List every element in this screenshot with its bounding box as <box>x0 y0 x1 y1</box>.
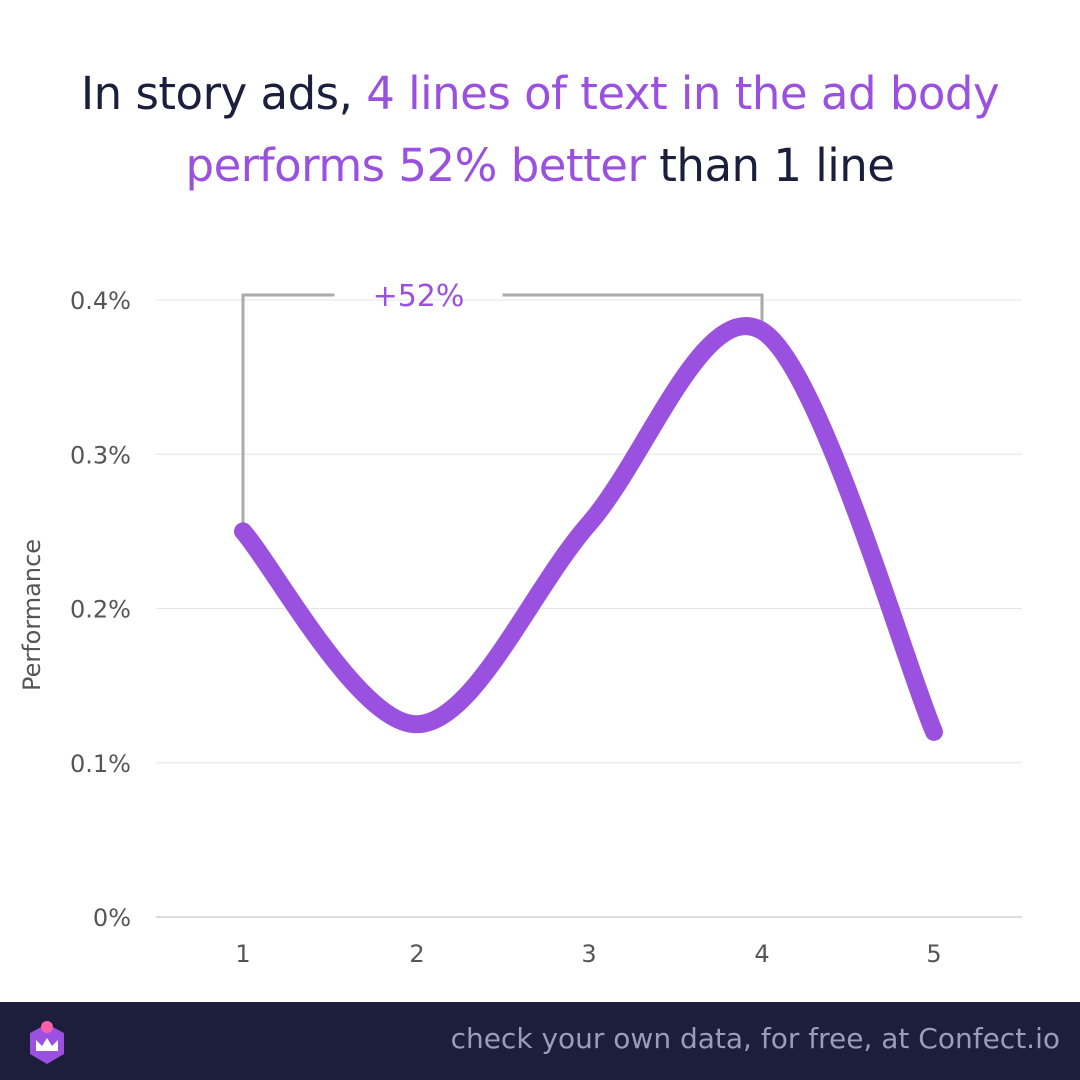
x-tick-label: 3 <box>581 940 596 968</box>
x-tick-label: 2 <box>409 940 424 968</box>
series-line <box>234 317 943 741</box>
bracket-right <box>502 293 764 321</box>
y-tick-label: 0.3% <box>70 441 131 469</box>
y-axis-label: Performance <box>18 539 46 691</box>
chart-title: In story ads, 4 lines of text in the ad … <box>0 58 1080 202</box>
x-tick-label: 1 <box>235 940 250 968</box>
title-highlight-2: performs 52% better <box>185 139 646 192</box>
annotation-label: +52% <box>373 279 465 314</box>
line-chart: 0% 0.1% 0.2% 0.3% 0.4% 1 2 3 4 5 Performance +52… <box>18 279 1022 968</box>
title-line-1: In story ads, 4 lines of text in the ad … <box>0 58 1080 130</box>
y-axis-ticks: 0% 0.1% 0.2% 0.3% 0.4% <box>70 287 131 932</box>
bracket-left <box>241 293 335 528</box>
title-line-2: performs 52% better than 1 line <box>0 130 1080 202</box>
y-tick-label: 0.1% <box>70 750 131 778</box>
y-tick-label: 0% <box>93 904 131 932</box>
series-path <box>234 317 943 741</box>
x-axis-ticks: 1 2 3 4 5 <box>235 940 941 968</box>
title-highlight-1: 4 lines of text in the ad body <box>366 67 1000 120</box>
y-tick-label: 0.4% <box>70 287 131 315</box>
x-tick-label: 5 <box>926 940 941 968</box>
x-tick-label: 4 <box>754 940 769 968</box>
footer-bar: check your own data, for free, at Confec… <box>0 1002 1080 1080</box>
y-tick-label: 0.2% <box>70 596 131 624</box>
title-part-1: In story ads, <box>80 67 367 120</box>
footer-cta[interactable]: check your own data, for free, at Confec… <box>450 1022 1060 1055</box>
title-part-4: than 1 line <box>645 139 895 192</box>
annotation-bracket: +52% <box>241 279 764 528</box>
grid <box>156 299 1022 918</box>
confect-crown-icon[interactable] <box>22 1018 72 1068</box>
